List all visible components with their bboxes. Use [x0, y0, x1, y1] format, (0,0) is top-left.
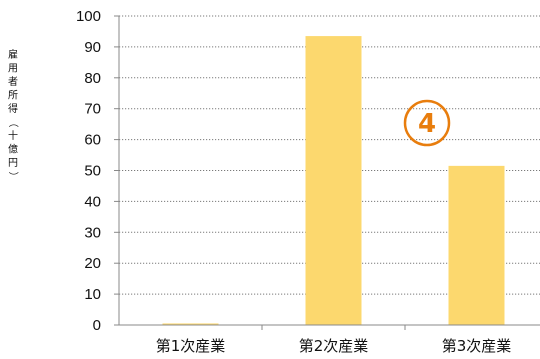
- y-axis-label-char: 十: [8, 129, 18, 142]
- y-axis-label-char: （: [7, 118, 19, 128]
- y-axis-label-char: ）: [7, 172, 19, 182]
- y-tick-label: 60: [84, 132, 101, 149]
- bars: [162, 36, 505, 326]
- y-tick-label: 90: [84, 39, 101, 56]
- x-tick-labels: 第1次産業 第2次産業 第3次産業: [156, 337, 512, 355]
- y-tick-label: 40: [84, 193, 101, 210]
- y-axis-label-char: 者: [8, 76, 18, 88]
- y-tick-label: 10: [84, 286, 101, 303]
- y-axis-label-char: 所: [8, 90, 18, 102]
- y-axis-label-char: 円: [8, 158, 18, 169]
- annotation-number: 4: [418, 109, 436, 139]
- y-tick-label: 50: [84, 163, 101, 180]
- x-tick-label: 第1次産業: [156, 337, 226, 355]
- x-tick-label: 第3次産業: [442, 337, 512, 355]
- y-tick-label: 100: [76, 8, 101, 25]
- y-tick-label: 80: [84, 70, 101, 87]
- y-tick-label: 0: [93, 317, 101, 334]
- bar: [448, 165, 505, 325]
- bar: [162, 323, 219, 325]
- y-tick-labels: 0 10 20 30 40 50 60 70 80 90 100: [76, 8, 101, 334]
- axes: [114, 15, 540, 330]
- y-tick-label: 30: [84, 224, 101, 241]
- y-axis-label-char: 億: [8, 143, 18, 156]
- y-tick-label: 20: [84, 255, 101, 272]
- y-axis-label-char: 雇: [8, 48, 18, 61]
- annotation-marker: 4: [403, 99, 451, 147]
- bar: [305, 36, 362, 326]
- y-axis-label-char: 得: [8, 103, 18, 115]
- circled-number-marker: [403, 99, 451, 147]
- y-axis-label-char: 用: [8, 64, 18, 75]
- y-tick-label: 70: [84, 101, 101, 118]
- x-tick-label: 第2次産業: [299, 337, 369, 355]
